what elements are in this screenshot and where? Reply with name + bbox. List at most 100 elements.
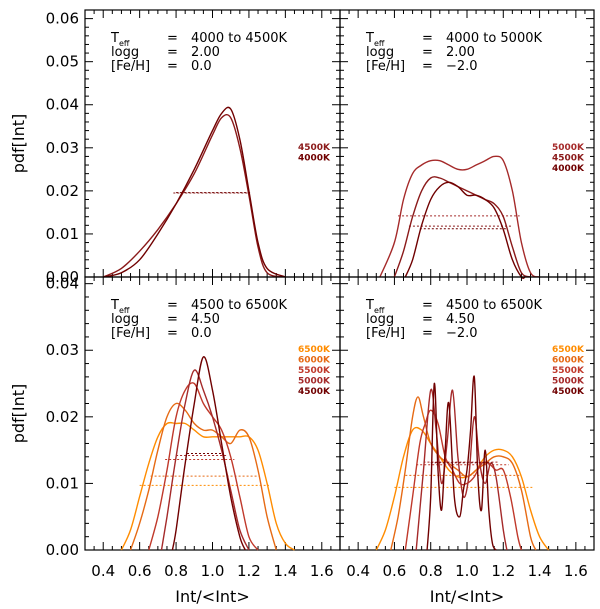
info-eq: = — [422, 312, 433, 327]
info-eq: = — [167, 45, 178, 60]
legend-entry-5500K: 5500K — [298, 366, 331, 376]
y-tick-label: 0.01 — [46, 225, 79, 243]
series-line-4000K — [404, 181, 526, 279]
legend-entry-5000K: 5000K — [552, 143, 585, 153]
legend-entry-4000K: 4000K — [552, 164, 585, 174]
y-tick-label: 0.06 — [46, 10, 79, 28]
info-eq: = — [167, 298, 178, 313]
x-tick-label: 1.0 — [455, 562, 479, 580]
y-tick-label: 0.01 — [46, 474, 79, 492]
series-line-5000K — [379, 155, 540, 278]
series-line-5000K — [415, 388, 508, 551]
series-line-4500K — [393, 176, 531, 278]
info-teff-sub: eff — [374, 306, 385, 315]
x-tick-label: 1.4 — [528, 562, 552, 580]
x-tick-label: 0.8 — [419, 562, 443, 580]
series-line-6500K — [120, 421, 295, 551]
info-feh-value: 0.0 — [191, 326, 212, 341]
series-line-5000K — [160, 369, 250, 551]
y-tick-label: 0.02 — [46, 408, 79, 426]
info-eq: = — [422, 31, 433, 46]
info-logg-value: 2.00 — [191, 45, 220, 60]
x-tick-label: 1.0 — [201, 562, 225, 580]
info-teff-value: 4000 to 4500K — [191, 31, 287, 46]
x-tick-label: 1.6 — [310, 562, 334, 580]
info-logg-label: logg — [111, 45, 139, 60]
x-tick-label: 1.6 — [564, 562, 588, 580]
legend-entry-6500K: 6500K — [552, 345, 585, 355]
series-line-5500K — [404, 409, 523, 551]
series-line-6000K — [129, 402, 277, 551]
x-tick-label: 1.2 — [491, 562, 515, 580]
info-logg-label: logg — [366, 45, 394, 60]
legend-entry-4500K: 4500K — [298, 387, 331, 397]
x-tick-label: 1.4 — [273, 562, 297, 580]
info-teff-sub: eff — [374, 39, 385, 48]
info-eq: = — [422, 45, 433, 60]
y-tick-label: 0.02 — [46, 182, 79, 200]
info-teff-value: 4000 to 5000K — [446, 31, 542, 46]
info-teff-value: 4500 to 6500K — [446, 298, 542, 313]
legend-entry-4500K: 4500K — [298, 143, 331, 153]
series-line-4000K — [103, 106, 286, 278]
series-line-4500K — [426, 375, 497, 551]
info-teff-value: 4500 to 6500K — [191, 298, 287, 313]
info-teff-sub: eff — [119, 306, 130, 315]
legend-entry-6500K: 6500K — [298, 345, 331, 355]
info-eq: = — [422, 298, 433, 313]
info-eq: = — [422, 59, 433, 74]
info-feh-label: [Fe/H] — [111, 59, 150, 74]
legend-entry-4000K: 4000K — [298, 154, 331, 164]
legend-entry-5000K: 5000K — [552, 377, 585, 387]
info-teff-sub: eff — [119, 39, 130, 48]
info-logg-value: 4.50 — [191, 312, 220, 327]
x-tick-label: 0.8 — [164, 562, 188, 580]
info-logg-label: logg — [366, 312, 394, 327]
info-logg-label: logg — [111, 312, 139, 327]
legend-entry-6000K: 6000K — [552, 356, 585, 366]
info-feh-value: 0.0 — [191, 59, 212, 74]
series-line-5500K — [148, 382, 259, 551]
x-tick-label: 0.6 — [382, 562, 406, 580]
y-tick-label: 0.00 — [46, 541, 79, 559]
series-line-6000K — [390, 396, 537, 551]
legend-entry-5500K: 5500K — [552, 366, 585, 376]
y-tick-label: 0.04 — [46, 96, 79, 114]
panel-tl: 0.000.010.020.030.040.050.06pdf[Int]Teff… — [9, 9, 341, 286]
series-line-4500K — [171, 356, 246, 551]
y-tick-label: 0.04 — [46, 275, 79, 293]
legend-entry-4500K: 4500K — [552, 154, 585, 164]
legend-entry-5000K: 5000K — [298, 377, 331, 387]
x-axis-title: Int/<Int> — [430, 587, 504, 606]
x-tick-label: 0.4 — [91, 562, 115, 580]
info-eq: = — [422, 326, 433, 341]
y-tick-label: 0.00 — [46, 268, 79, 286]
info-logg-value: 2.00 — [446, 45, 475, 60]
x-tick-label: 1.2 — [237, 562, 261, 580]
legend-entry-4500K: 4500K — [552, 387, 585, 397]
panel-bl: 0.00 0.01 0.02 0.03 0.04 0.4 0.6 0.8 1.0 1.2 1.4 1.… — [9, 275, 341, 606]
series-line-4500K — [102, 113, 286, 278]
info-eq: = — [167, 31, 178, 46]
x-axis-title: Int/<Int> — [175, 587, 249, 606]
y-axis-title: pdf[Int] — [9, 384, 28, 444]
info-feh-label: [Fe/H] — [366, 59, 405, 74]
y-axis-title: pdf[Int] — [9, 114, 28, 174]
x-tick-label: 0.6 — [128, 562, 152, 580]
y-tick-label: 0.03 — [46, 341, 79, 359]
info-feh-value: −2.0 — [446, 59, 478, 74]
info-feh-value: −2.0 — [446, 326, 478, 341]
y-tick-label: 0.03 — [46, 139, 79, 157]
info-logg-value: 4.50 — [446, 312, 475, 327]
legend-entry-6000K: 6000K — [298, 356, 331, 366]
y-tick-label: 0.05 — [46, 53, 79, 71]
info-eq: = — [167, 59, 178, 74]
info-feh-label: [Fe/H] — [366, 326, 405, 341]
series-line-6500K — [375, 426, 550, 551]
info-eq: = — [167, 326, 178, 341]
info-feh-label: [Fe/H] — [111, 326, 150, 341]
x-tick-label: 0.4 — [346, 562, 370, 580]
